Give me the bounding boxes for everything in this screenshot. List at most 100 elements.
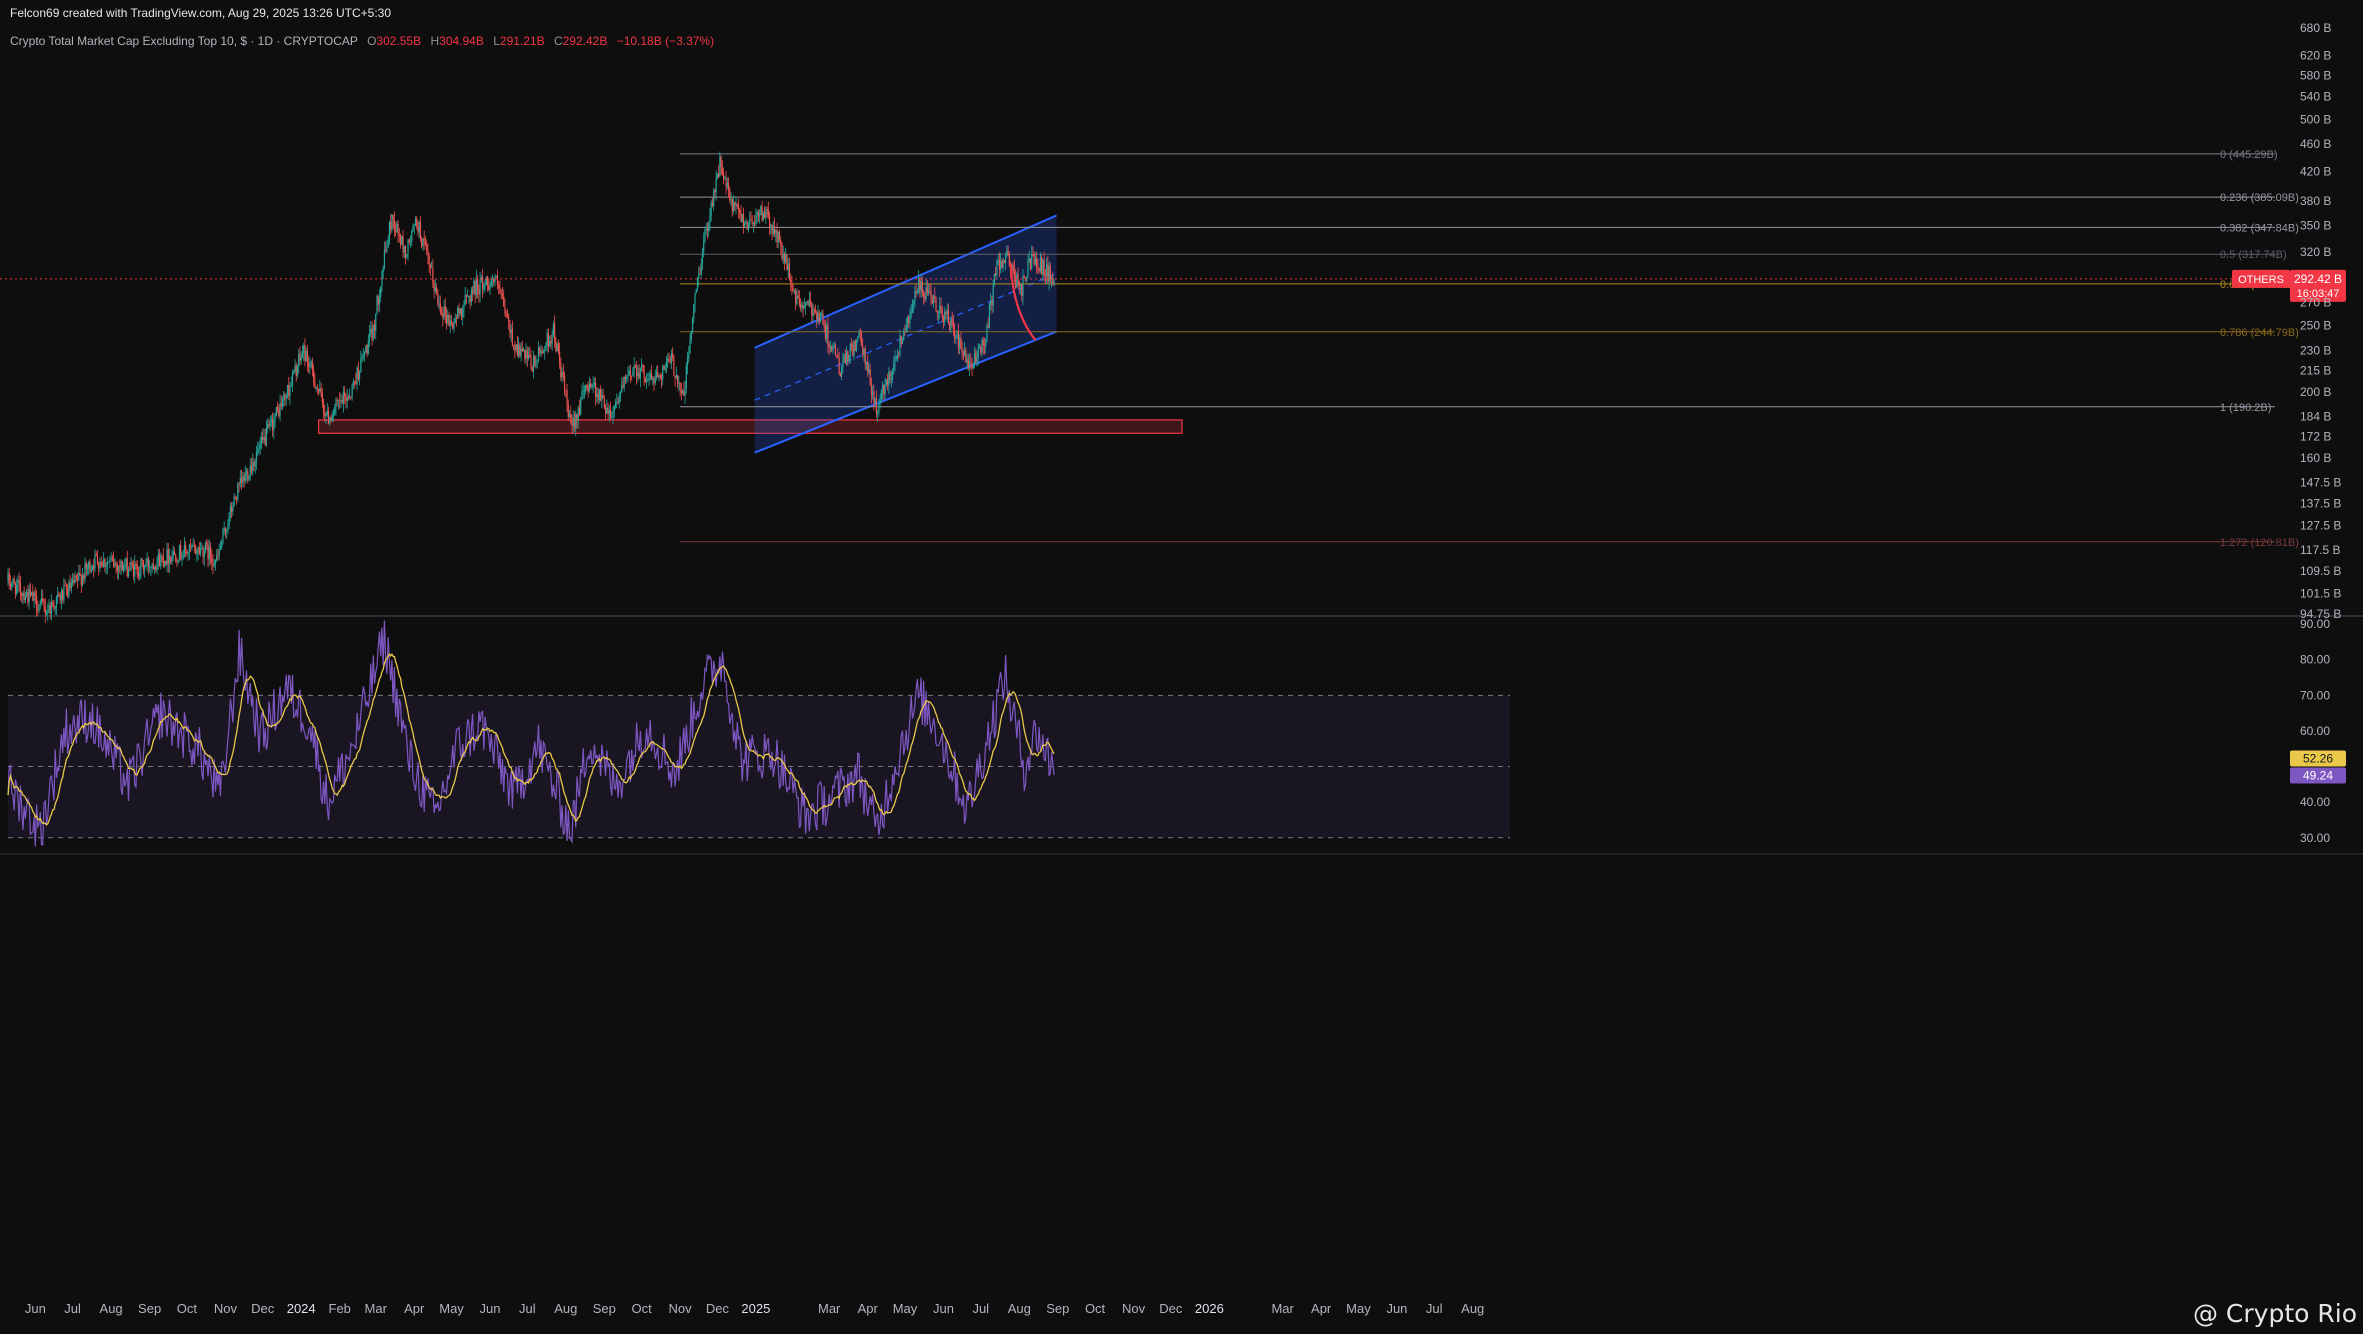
candle (11, 581, 13, 591)
candle-body (770, 224, 772, 227)
candle (273, 413, 275, 439)
candle-body (609, 410, 612, 418)
candle (232, 502, 234, 516)
candle (857, 336, 859, 343)
candle (354, 380, 356, 389)
candle (980, 344, 982, 356)
candle-body (303, 345, 305, 353)
projection-arrow[interactable] (1009, 263, 1037, 341)
candle (272, 412, 274, 437)
candle-body (727, 183, 730, 191)
candle-body (228, 512, 230, 526)
candle (699, 266, 701, 276)
time-tick-label: Sep (138, 1301, 161, 1316)
candle (199, 541, 202, 557)
candle (521, 340, 523, 353)
candle (412, 223, 414, 233)
price-tick-label: 160 B (2300, 451, 2331, 465)
time-tick-label: Apr (858, 1301, 879, 1316)
candle (563, 371, 566, 396)
candle-body (877, 412, 879, 414)
candle-body (893, 362, 895, 371)
candle (293, 369, 295, 376)
time-tick-label: Jun (480, 1301, 501, 1316)
fib-retracement[interactable]: 0 (445.29B)0.236 (385.09B)0.382 (347.84B… (680, 149, 2299, 549)
candle (270, 414, 272, 427)
candle (890, 370, 892, 388)
candle (325, 412, 327, 425)
time-tick-label: Dec (1159, 1301, 1183, 1316)
candle (358, 370, 361, 386)
candle (909, 308, 911, 330)
candle-body (413, 225, 415, 227)
candle (685, 361, 687, 394)
candle-body (603, 398, 605, 408)
channel-upper-line[interactable] (754, 214, 1057, 349)
candle (622, 376, 624, 389)
candle (37, 600, 39, 616)
candle-body (329, 417, 331, 424)
candle (807, 299, 809, 307)
candle-body (217, 555, 219, 557)
open-value: 302.55B (376, 34, 422, 48)
symbol-legend[interactable]: Crypto Total Market Cap Excluding Top 10… (10, 34, 714, 48)
candle (568, 410, 571, 418)
candle-body (611, 417, 613, 419)
candle (136, 559, 138, 579)
high-label: H (430, 34, 440, 48)
candle-body (221, 542, 223, 548)
candle-body (202, 547, 204, 558)
price-tick-label: 250 B (2300, 319, 2331, 333)
candle-body (346, 397, 348, 402)
candle (705, 222, 707, 236)
candle (500, 288, 502, 300)
candle (197, 546, 199, 561)
candle (514, 341, 516, 359)
candle-body (742, 213, 745, 227)
price-tick-label: 540 B (2300, 90, 2331, 104)
candle (516, 335, 518, 357)
candle-body (172, 551, 174, 558)
candle-body (237, 483, 239, 499)
price-tick-label: 380 B (2300, 194, 2331, 208)
candle-body (935, 297, 937, 311)
candle (865, 361, 868, 371)
candle (686, 351, 689, 375)
candle (233, 492, 235, 507)
candle-body (694, 292, 696, 305)
candle (305, 347, 307, 362)
candle-body (675, 375, 677, 378)
candle (65, 583, 67, 596)
candle (530, 350, 532, 371)
candle (101, 561, 104, 567)
candle (654, 369, 656, 386)
candle (966, 353, 968, 370)
candle (872, 385, 874, 400)
candle-body (612, 411, 614, 418)
candle (504, 298, 506, 317)
candle (567, 399, 569, 421)
candle-body (337, 400, 340, 401)
projection-arrow-line[interactable] (1009, 263, 1037, 341)
candle (134, 555, 136, 584)
candle (967, 354, 969, 371)
candle-body (417, 226, 419, 233)
candle (386, 239, 388, 254)
ascending-channel[interactable] (754, 214, 1057, 454)
candle (915, 283, 917, 298)
candle (650, 365, 653, 380)
channel-lower-line[interactable] (754, 330, 1057, 454)
candle (35, 590, 38, 617)
candle (57, 586, 59, 605)
candle-body (475, 278, 477, 295)
candle (585, 384, 587, 395)
candle-body (115, 563, 117, 565)
candle (940, 297, 942, 314)
candle (299, 346, 301, 366)
candle-body (367, 341, 369, 355)
candle (429, 263, 431, 276)
candle (296, 364, 299, 379)
candle-body (80, 574, 82, 585)
candle (727, 177, 730, 198)
